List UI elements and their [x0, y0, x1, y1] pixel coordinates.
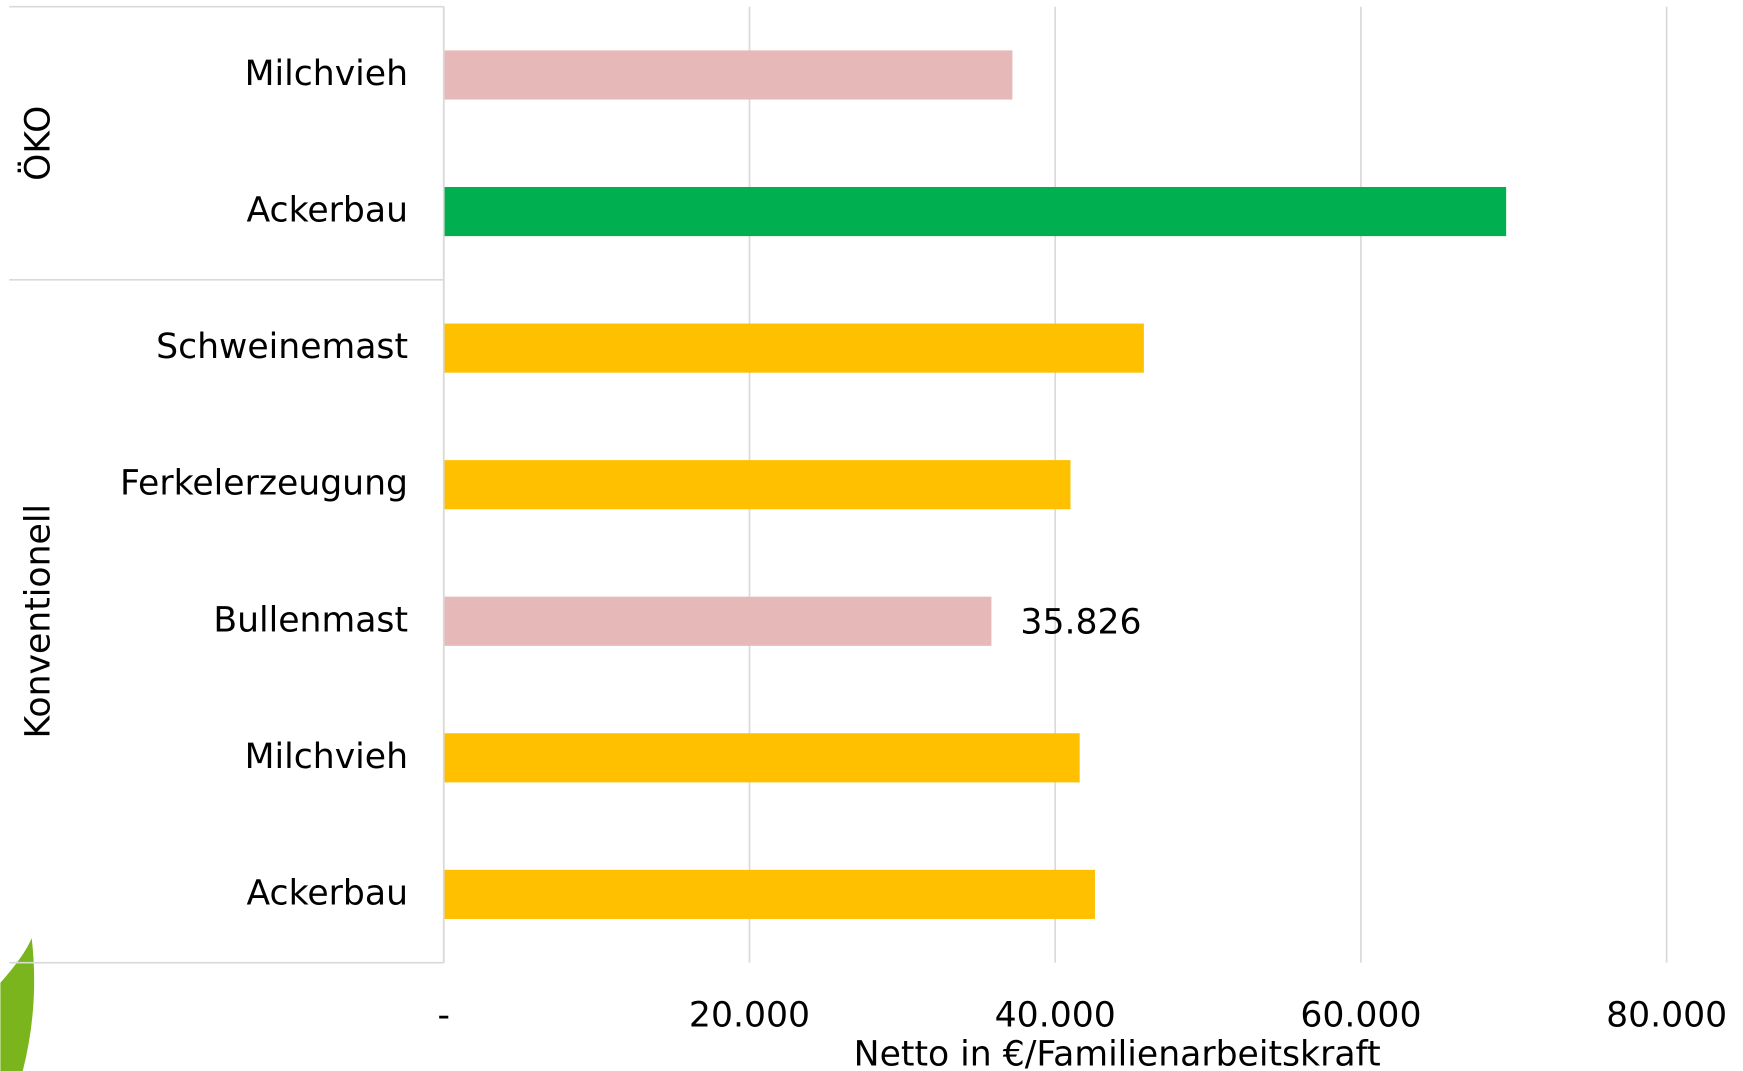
y-tick-label: Schweinemast	[156, 327, 408, 367]
bar	[443, 869, 1095, 919]
group-label: ÖKO	[16, 106, 58, 181]
y-tick-label: Milchvieh	[245, 737, 408, 777]
y-tick-label: Ackerbau	[246, 873, 408, 913]
x-tick-label: 60.000	[1300, 995, 1421, 1035]
bar	[443, 460, 1071, 510]
y-tick-label: Ferkelerzeugung	[120, 464, 408, 504]
bar	[443, 596, 992, 646]
value-label: 35.826	[1020, 602, 1141, 642]
bar	[443, 186, 1507, 237]
group-label: Konventionell	[18, 504, 58, 739]
x-axis-label: Netto in €/Familienarbeitskraft	[854, 1034, 1381, 1071]
logo-leaf	[0, 938, 35, 1071]
y-tick-label: Ackerbau	[246, 191, 408, 231]
x-tick-label: 80.000	[1606, 995, 1727, 1035]
x-tick-label: 20.000	[689, 995, 810, 1035]
bar	[443, 733, 1080, 783]
x-tick-label: -	[438, 995, 451, 1035]
bar	[443, 323, 1144, 373]
x-tick-label: 40.000	[995, 995, 1116, 1035]
y-tick-label: Milchvieh	[245, 54, 408, 94]
bar	[443, 50, 1013, 100]
y-tick-label: Bullenmast	[213, 600, 408, 640]
